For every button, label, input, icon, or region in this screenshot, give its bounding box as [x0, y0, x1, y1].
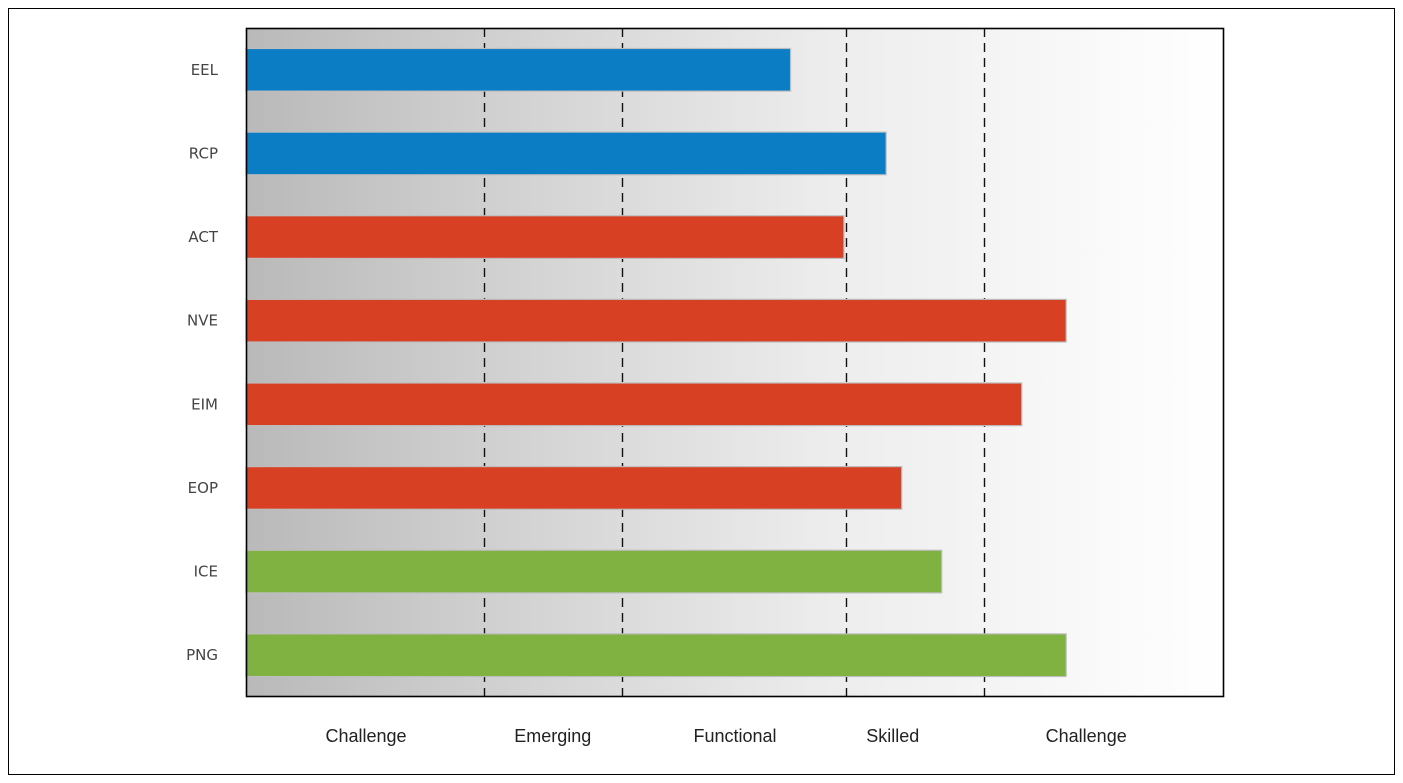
plot-background [246, 28, 1224, 697]
zone-label-4: Skilled [866, 726, 919, 746]
bar-act [245, 215, 845, 259]
bar-rcp [245, 131, 887, 176]
zone-label-3: Functional [693, 726, 776, 746]
category-label-rcp: RCP [189, 144, 218, 162]
plot-border [245, 27, 1225, 698]
category-label-png: PNG [186, 646, 218, 664]
bar-png [245, 633, 1067, 678]
category-label-act: ACT [188, 228, 218, 246]
plot-area-fill [246, 28, 1224, 697]
zone-label-1: Challenge [325, 726, 406, 746]
bar-ice [245, 549, 943, 594]
zone-label-5: Challenge [1046, 726, 1127, 746]
bars-group [245, 47, 1067, 678]
category-label-eim: EIM [191, 395, 218, 413]
category-label-eel: EEL [191, 61, 219, 79]
plot-area-border [245, 27, 1225, 698]
category-label-nve: NVE [187, 312, 218, 330]
zone-labels: Challenge Emerging Functional Skilled Challe… [325, 726, 1126, 746]
bar-eel [245, 47, 792, 92]
bar-nve [245, 298, 1067, 343]
bar-eim [245, 382, 1023, 427]
bar-eop [245, 466, 903, 510]
category-label-ice: ICE [194, 563, 218, 581]
zone-label-2: Emerging [514, 726, 591, 746]
category-label-eop: EOP [188, 479, 218, 497]
category-labels: EEL RCP ACT NVE EIM EOP ICE PNG [186, 61, 219, 664]
